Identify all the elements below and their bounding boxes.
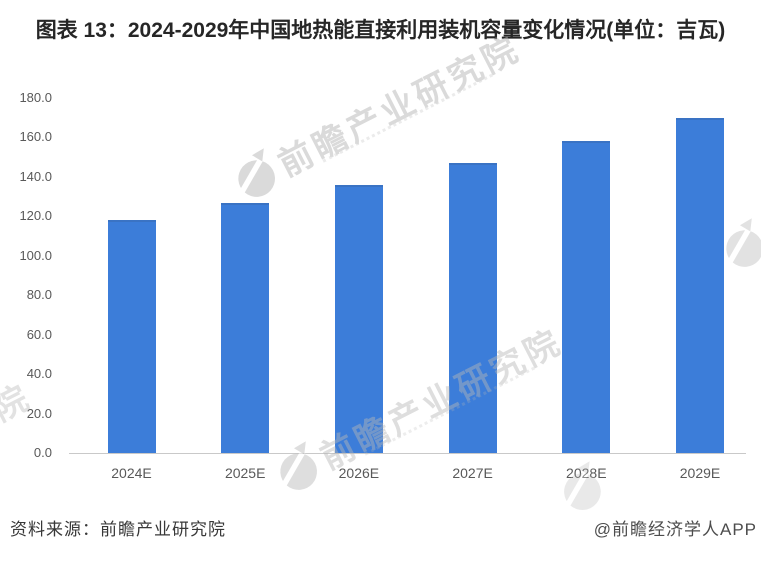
x-axis-label-2028E: 2028E <box>566 465 607 481</box>
y-axis-tick-label: 0.0 <box>33 445 52 460</box>
credit-text: @前瞻经济学人APP <box>593 520 757 539</box>
bar-2026E <box>334 184 383 453</box>
x-axis-label-2026E: 2026E <box>338 465 380 481</box>
y-axis-tick-label: 20.0 <box>26 405 52 421</box>
bar-2029E <box>676 117 724 453</box>
bar-2024E <box>107 220 156 453</box>
y-axis-tick-label: 180.0 <box>19 90 52 105</box>
y-axis-tick-label: 140.0 <box>19 168 52 184</box>
x-axis-label-2029E: 2029E <box>679 465 721 481</box>
y-axis-tick-label: 100.0 <box>19 247 52 263</box>
bar-2027E <box>448 163 497 453</box>
watermark-subtext-decoration <box>322 73 493 163</box>
y-axis-tick-label: 40.0 <box>26 366 52 382</box>
x-axis-label-2025E: 2025E <box>224 465 266 481</box>
bar-2028E <box>562 141 611 453</box>
y-axis-tick-label: 80.0 <box>26 287 52 303</box>
watermark-text: 前瞻产业研究院 <box>757 92 761 256</box>
source-text: 资料来源：前瞻产业研究院 <box>10 520 226 539</box>
x-axis-label-2024E: 2024E <box>111 465 152 481</box>
y-axis-tick-label: 120.0 <box>19 208 52 224</box>
chart-title-text: 图表 13：2024-2029年中国地热能直接利用装机容量变化情况(单位：吉瓦) <box>35 19 726 42</box>
bar-2025E <box>221 202 270 453</box>
page-title: 图表 13：2024-2029年中国地热能直接利用装机容量变化情况(单位：吉瓦) <box>0 16 761 46</box>
y-axis-tick-label: 60.0 <box>26 326 52 342</box>
y-axis-tick-label: 160.0 <box>19 129 52 145</box>
watermark-middle: 前瞻产业研究院 <box>267 315 570 502</box>
watermark-text: 前瞻产业研究院 <box>272 29 527 185</box>
qianzhan-logo-icon <box>234 147 275 201</box>
x-axis-label-2027E: 2027E <box>452 465 493 481</box>
x-axis-line <box>69 453 746 454</box>
